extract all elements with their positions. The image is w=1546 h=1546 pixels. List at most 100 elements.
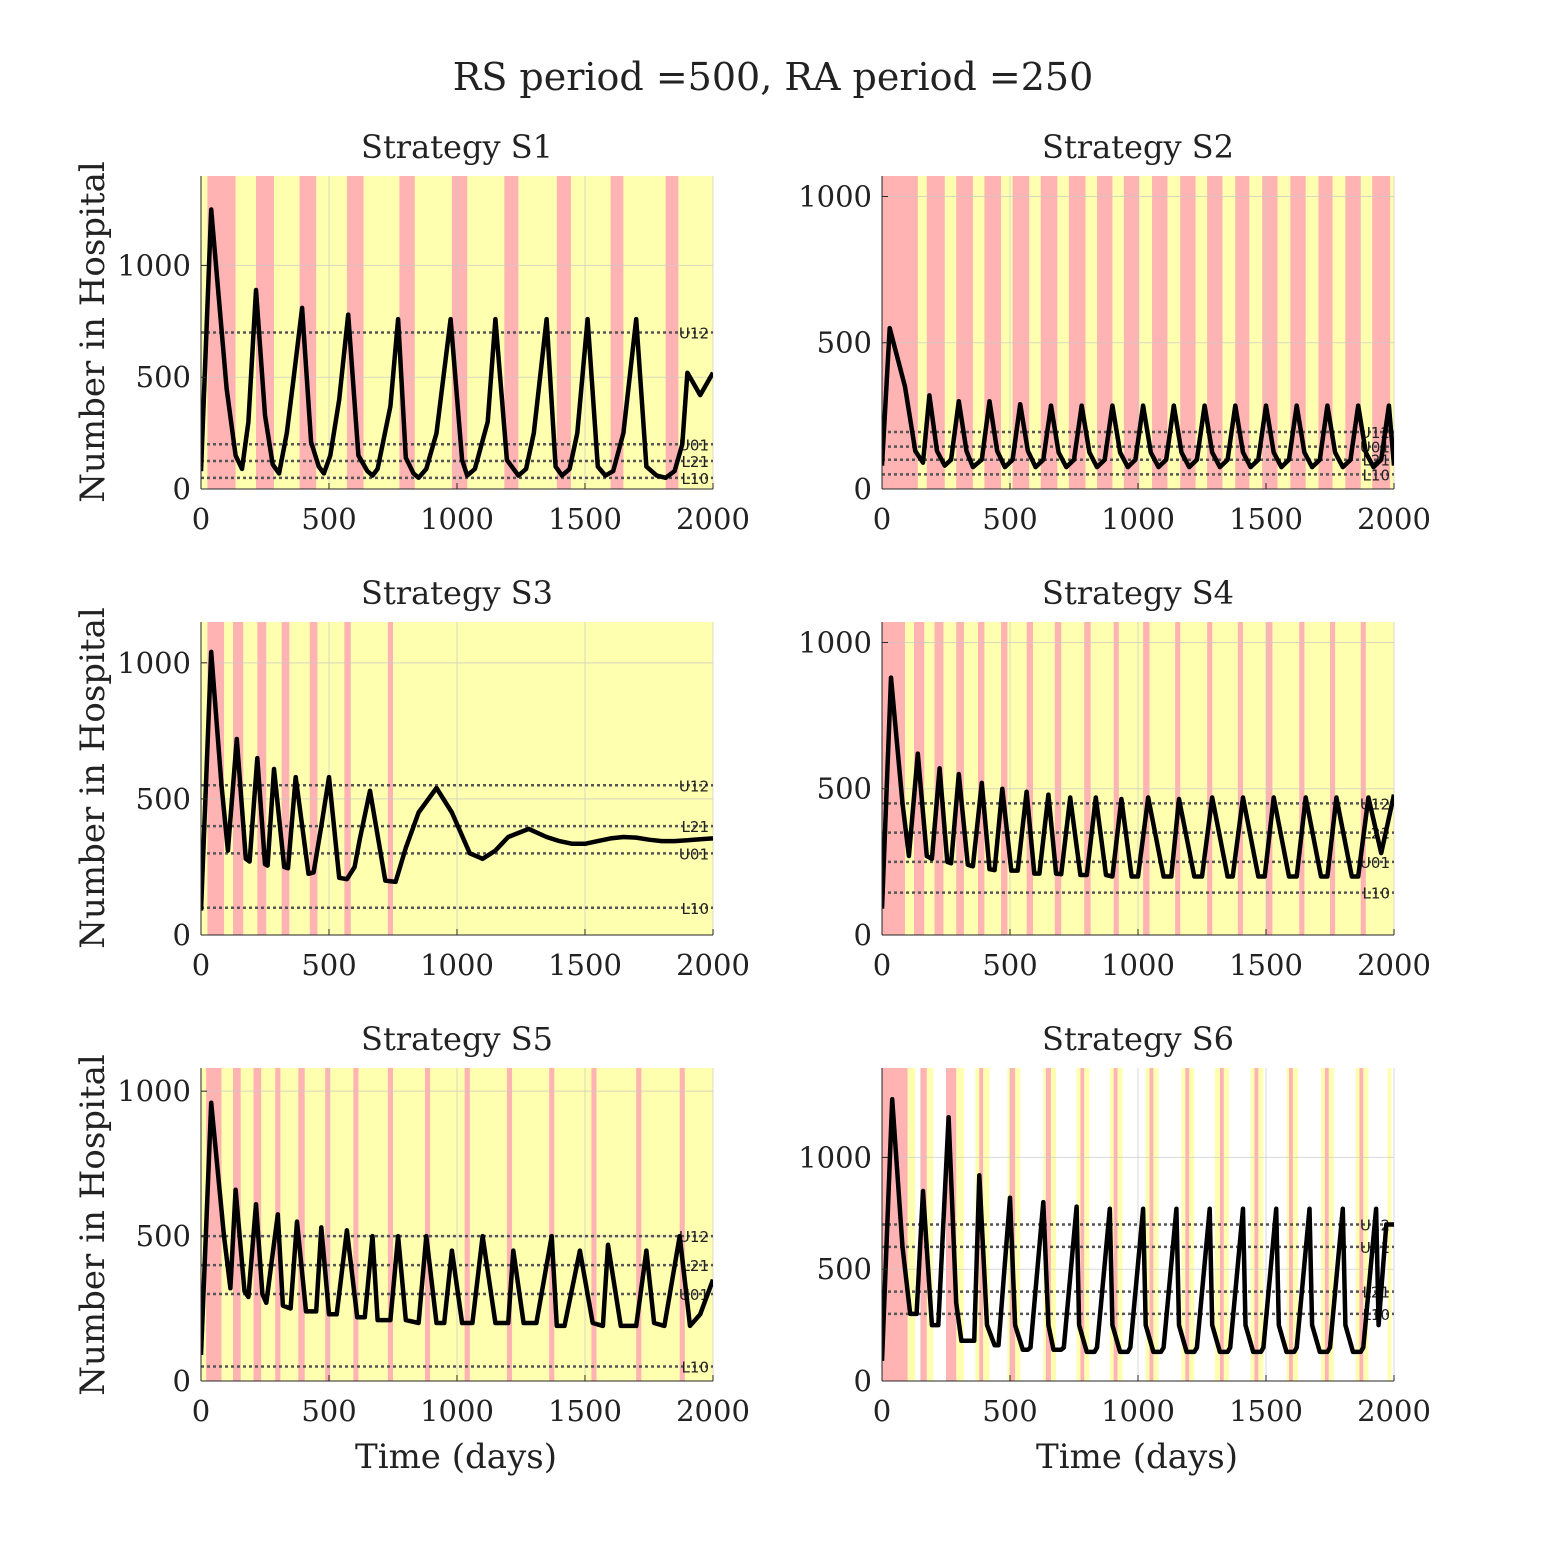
threshold-label-l10: L10 — [1363, 466, 1390, 484]
zone-yellow — [1250, 1068, 1255, 1381]
zone-red — [1001, 622, 1008, 935]
zone-yellow — [1050, 1068, 1057, 1381]
zone-yellow — [907, 1068, 916, 1381]
y-tick-label: 0 — [173, 1364, 191, 1398]
zone-red — [1219, 1068, 1224, 1381]
zone-red — [1149, 1068, 1154, 1381]
zone-red — [1180, 176, 1196, 489]
zone-yellow — [1328, 1068, 1334, 1381]
zone-red — [1207, 622, 1213, 935]
threshold-label-l10: L10 — [682, 900, 709, 918]
zone-red — [984, 176, 1002, 489]
y-tick-label: 0 — [854, 1364, 872, 1398]
zone-red — [1235, 176, 1250, 489]
zone-red — [1113, 622, 1119, 935]
zone-red — [679, 1068, 685, 1381]
x-tick-label: 2000 — [1357, 1394, 1431, 1428]
series-line-hospital — [201, 1100, 713, 1355]
zone-red — [1185, 1068, 1190, 1381]
zone-red — [1175, 622, 1181, 935]
threshold-label-l10: L10 — [1363, 885, 1390, 903]
y-tick-label: 0 — [854, 472, 872, 506]
zone-yellow — [1214, 1068, 1220, 1381]
x-tick-label: 0 — [192, 1394, 210, 1428]
zone-red — [1143, 622, 1150, 935]
zone-red — [346, 176, 364, 489]
zone-red — [1012, 176, 1030, 489]
zone-red — [207, 622, 225, 935]
y-tick-label: 1000 — [798, 625, 872, 659]
x-tick-label: 1500 — [548, 502, 622, 536]
y-tick-label: 0 — [173, 918, 191, 952]
y-tick-label: 0 — [854, 918, 872, 952]
xlabel-right: Time (days) — [1036, 1437, 1238, 1477]
ylabel-row2: Number in Hospital — [73, 607, 113, 948]
threshold-label-l10: L10 — [682, 1359, 709, 1377]
zone-red — [309, 622, 318, 935]
x-tick-label: 2000 — [676, 502, 750, 536]
x-tick-label: 0 — [873, 948, 891, 982]
zone-red — [464, 1068, 470, 1381]
series-line-hospital — [882, 1097, 1394, 1361]
ylabel-row1: Number in Hospital — [73, 161, 113, 502]
y-tick-label: 500 — [136, 782, 191, 816]
panel-title: Strategy S5 — [361, 1020, 553, 1058]
zone-red — [1359, 1068, 1364, 1381]
zone-red — [298, 1068, 305, 1381]
threshold-label-l21: L21 — [682, 453, 709, 471]
zone-red — [636, 1068, 642, 1381]
threshold-label-u01: U01 — [679, 845, 709, 863]
x-tick-label: 500 — [301, 1394, 356, 1428]
y-tick-label: 500 — [817, 772, 872, 806]
x-tick-label: 2000 — [1357, 948, 1431, 982]
zone-red — [256, 176, 274, 489]
panel-title: Strategy S1 — [361, 128, 553, 166]
xlabel-left: Time (days) — [355, 1437, 557, 1477]
zone-red — [665, 176, 679, 489]
x-tick-label: 1000 — [420, 1394, 494, 1428]
zone-red — [1045, 1068, 1051, 1381]
zone-red — [1237, 622, 1243, 935]
zone-red — [387, 1068, 393, 1381]
zone-red — [1097, 176, 1113, 489]
series-line-hospital — [201, 207, 713, 481]
threshold-label-u01: U01 — [679, 436, 709, 454]
zone-yellow — [1292, 1068, 1298, 1381]
y-tick-label: 500 — [817, 326, 872, 360]
panel-title: Strategy S4 — [1042, 574, 1234, 612]
x-tick-label: 1000 — [1101, 948, 1175, 982]
zone-red — [882, 622, 906, 935]
x-tick-label: 2000 — [676, 948, 750, 982]
zone-yellow — [1363, 1068, 1369, 1381]
zone-red — [1026, 622, 1034, 935]
figure-title: RS period =500, RA period =250 — [453, 55, 1094, 99]
zone-red — [387, 622, 393, 935]
x-tick-label: 500 — [982, 948, 1037, 982]
zone-red — [257, 622, 267, 935]
panel-title: Strategy S2 — [1042, 128, 1234, 166]
zone-red — [1360, 622, 1366, 935]
panel-title: Strategy S3 — [361, 574, 553, 612]
x-tick-label: 1500 — [1229, 1394, 1303, 1428]
zone-red — [1207, 176, 1223, 489]
y-tick-label: 1000 — [117, 1074, 191, 1108]
y-tick-label: 1000 — [117, 248, 191, 282]
x-tick-label: 500 — [301, 502, 356, 536]
series-line-hospital — [201, 649, 713, 911]
x-tick-label: 500 — [982, 502, 1037, 536]
x-tick-label: 2000 — [1357, 502, 1431, 536]
zone-yellow — [1286, 1068, 1290, 1381]
zone-yellow — [1117, 1068, 1123, 1381]
zone-red — [1372, 176, 1391, 489]
zone-yellow — [1015, 1068, 1021, 1381]
zone-red — [1330, 622, 1336, 935]
zone-red — [504, 176, 519, 489]
y-tick-label: 500 — [136, 1219, 191, 1253]
x-tick-label: 1500 — [1229, 948, 1303, 982]
